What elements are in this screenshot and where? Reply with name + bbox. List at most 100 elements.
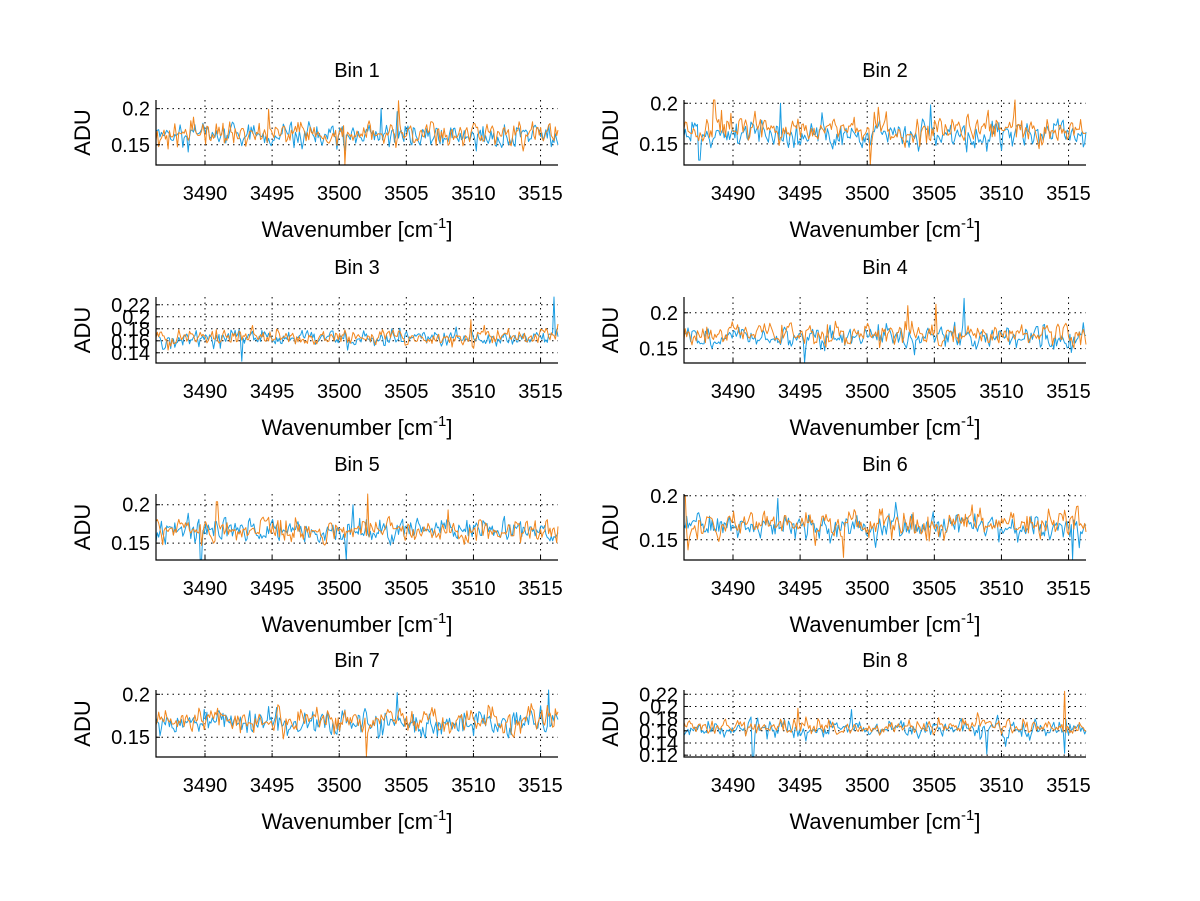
x-tick-label: 3495: [250, 775, 295, 797]
x-tick-label: 3510: [979, 775, 1024, 797]
series-line-blue: [683, 102, 1087, 161]
y-axis-label: ADU: [70, 700, 95, 746]
x-axis-label: Wavenumber [cm-1]: [789, 610, 980, 637]
x-tick-label: 3495: [250, 578, 295, 600]
y-axis-label: ADU: [598, 307, 623, 353]
subplot-bin-8: Bin 8 3490 3495 3500 3505 3510 3515 0.120.140.1…: [598, 650, 1091, 834]
y-tick-label: 0.14: [111, 343, 150, 365]
y-tick-label: 0.14: [639, 733, 678, 755]
axes-frame: [683, 494, 1086, 561]
x-tick-label: 3515: [518, 578, 563, 600]
x-axis-label: Wavenumber [cm-1]: [789, 807, 980, 834]
x-tick-label: 3495: [250, 381, 295, 403]
x-tick-label: 3515: [518, 775, 563, 797]
x-tick-label: 3515: [1046, 578, 1091, 600]
x-tick-label: 3490: [183, 183, 228, 205]
axes-frame: [683, 297, 1086, 364]
x-tick-label: 3500: [845, 183, 890, 205]
series-line-orange: [155, 703, 559, 757]
x-tick-label: 3500: [845, 381, 890, 403]
subplot-title: Bin 8: [862, 650, 908, 672]
series-line-blue: [155, 108, 559, 153]
subplot-title: Bin 4: [862, 257, 908, 279]
x-tick-label: 3515: [518, 183, 563, 205]
x-tick-label: 3495: [778, 381, 823, 403]
y-tick-label: 0.18: [639, 709, 678, 731]
axes-frame: [155, 297, 558, 364]
x-tick-label: 3515: [1046, 183, 1091, 205]
y-tick-label: 0.15: [639, 339, 678, 361]
x-tick-label: 3505: [384, 578, 429, 600]
x-tick-label: 3510: [979, 381, 1024, 403]
series-line-blue: [155, 689, 559, 739]
x-tick-label: 3500: [845, 578, 890, 600]
y-tick-label: 0.15: [639, 134, 678, 156]
x-tick-label: 3495: [778, 183, 823, 205]
subplot-bin-7: Bin 7 3490 3495 3500 3505 3510 3515 0.15 0.2 Wave…: [70, 650, 563, 834]
x-tick-label: 3505: [384, 775, 429, 797]
y-tick-label: 0.2: [122, 99, 150, 121]
subplot-title: Bin 6: [862, 454, 908, 476]
series-line-blue: [155, 504, 559, 561]
x-tick-label: 3490: [711, 775, 756, 797]
x-tick-label: 3495: [778, 775, 823, 797]
x-tick-label: 3510: [451, 578, 496, 600]
series-line-orange: [155, 319, 559, 351]
x-axis-label: Wavenumber [cm-1]: [789, 215, 980, 242]
y-tick-label: 0.16: [111, 331, 150, 353]
x-tick-label: 3505: [912, 775, 957, 797]
x-tick-label: 3500: [317, 381, 362, 403]
y-axis-label: ADU: [598, 109, 623, 155]
y-tick-label: 0.2: [122, 307, 150, 329]
x-tick-label: 3500: [317, 183, 362, 205]
x-tick-label: 3490: [183, 578, 228, 600]
series-line-orange: [683, 690, 1087, 737]
subplot-bin-1: Bin 1 3490 3495 3500 3505 3510 3515 0.15 0.2 Wave…: [70, 60, 563, 242]
x-tick-label: 3500: [845, 775, 890, 797]
x-tick-label: 3490: [183, 775, 228, 797]
series-line-blue: [683, 497, 1087, 560]
x-tick-label: 3510: [451, 381, 496, 403]
x-tick-label: 3505: [384, 183, 429, 205]
y-tick-label: 0.12: [639, 745, 678, 767]
subplot-bin-6: Bin 6 3490 3495 3500 3505 3510 3515 0.15 0.2 Wave…: [598, 454, 1091, 637]
y-axis-label: ADU: [598, 504, 623, 550]
y-axis-label: ADU: [70, 307, 95, 353]
y-tick-label: 0.16: [639, 721, 678, 743]
x-tick-label: 3505: [912, 381, 957, 403]
axes-frame: [683, 690, 1086, 758]
y-tick-label: 0.22: [111, 295, 150, 317]
x-tick-label: 3500: [317, 775, 362, 797]
x-tick-label: 3490: [183, 381, 228, 403]
series-line-blue: [683, 297, 1087, 363]
series-line-orange: [684, 495, 1087, 558]
subplot-title: Bin 3: [334, 257, 380, 279]
subplot-bin-3: Bin 3 3490 3495 3500 3505 3510 3515 0.140.160.1…: [70, 257, 563, 440]
x-tick-label: 3495: [250, 183, 295, 205]
axes-frame: [155, 100, 558, 166]
x-axis-label: Wavenumber [cm-1]: [261, 610, 452, 637]
x-tick-label: 3515: [518, 381, 563, 403]
axes-frame: [155, 494, 558, 561]
x-tick-label: 3505: [384, 381, 429, 403]
y-tick-label: 0.2: [122, 684, 150, 706]
y-tick-label: 0.15: [639, 530, 678, 552]
subplot-bin-5: Bin 5 3490 3495 3500 3505 3510 3515 0.15 0.2 Wave…: [70, 454, 563, 637]
subplot-title: Bin 5: [334, 454, 380, 476]
series-line-orange: [683, 99, 1087, 166]
x-tick-label: 3515: [1046, 775, 1091, 797]
x-axis-label: Wavenumber [cm-1]: [789, 413, 980, 440]
x-tick-label: 3490: [711, 381, 756, 403]
axes-frame: [683, 100, 1086, 166]
x-tick-label: 3515: [1046, 381, 1091, 403]
subplot-title: Bin 7: [334, 650, 380, 672]
y-axis-label: ADU: [598, 700, 623, 746]
x-tick-label: 3500: [317, 578, 362, 600]
x-tick-label: 3510: [451, 775, 496, 797]
subplot-title: Bin 1: [334, 60, 380, 82]
y-axis-label: ADU: [70, 109, 95, 155]
x-tick-label: 3490: [711, 578, 756, 600]
y-tick-label: 0.22: [639, 684, 678, 706]
y-tick-label: 0.15: [111, 533, 150, 555]
